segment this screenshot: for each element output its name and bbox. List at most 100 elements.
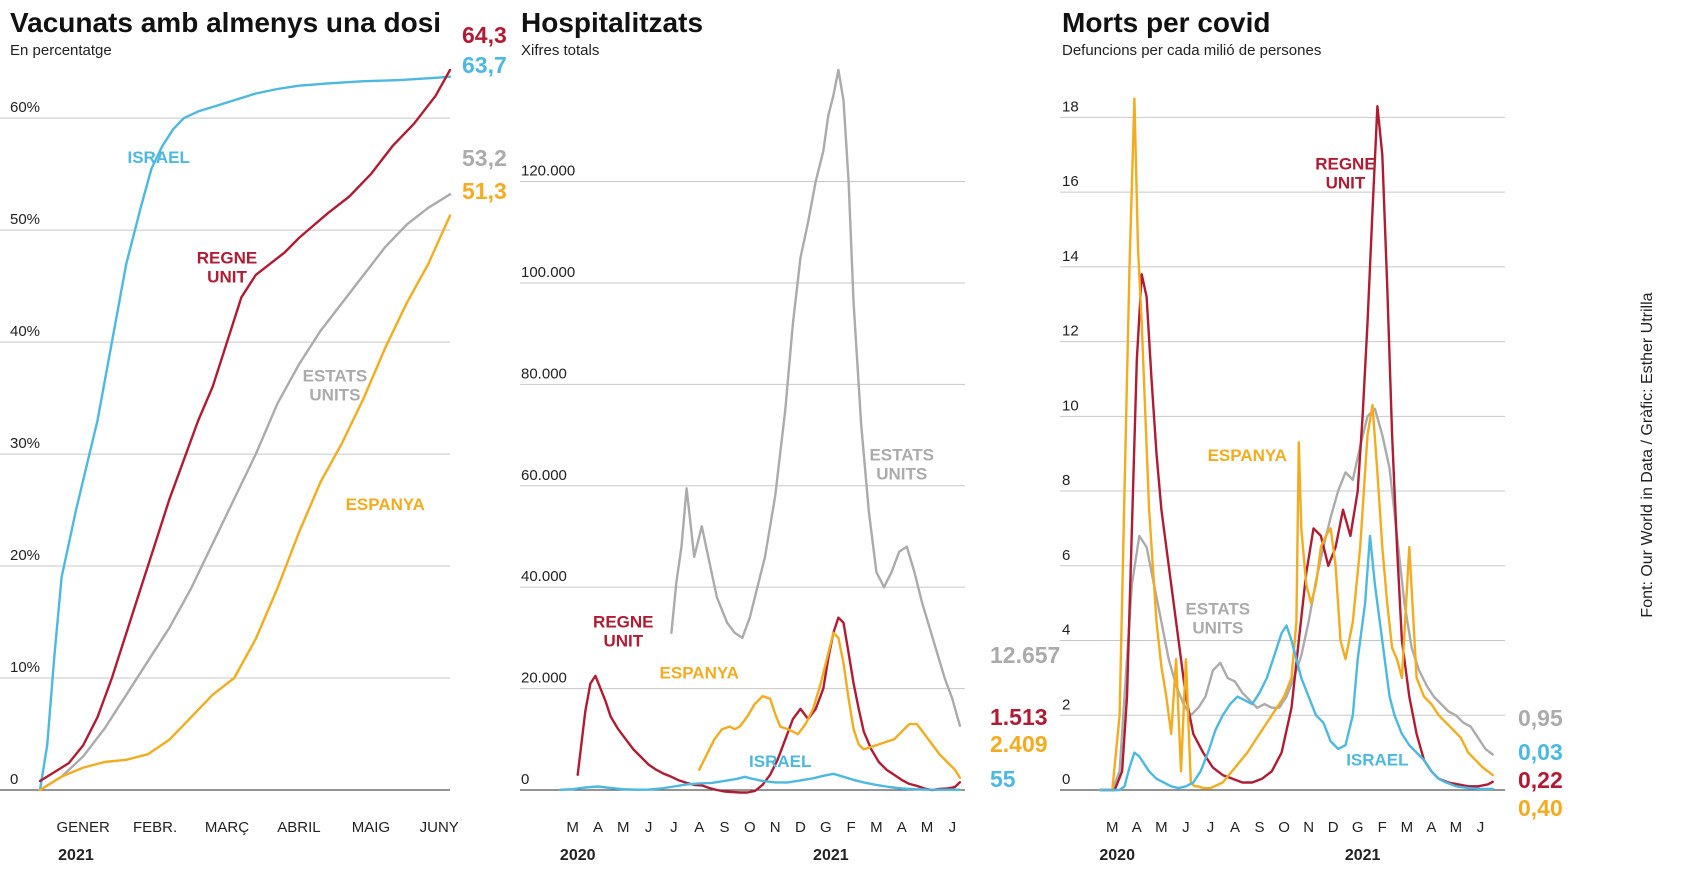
y-tick-label-0-3: 30% — [10, 435, 40, 452]
end-label-espanya-0: 51,3 — [462, 178, 507, 204]
y-tick-label-2-6: 12 — [1062, 323, 1079, 340]
credit-text: Font: Our World in Data / Gràfic: Esther… — [1639, 292, 1656, 618]
x-tick-label-0-2: MARÇ — [205, 819, 249, 836]
x-tick-label-2-12: M — [1401, 819, 1414, 836]
series-line-regne_unit-2 — [1098, 104, 1494, 792]
y-tick-label-0-6: 60% — [10, 99, 40, 116]
series-label-espanya-1: ESPANYA — [660, 663, 739, 682]
end-label-israel-1: 55 — [990, 766, 1016, 792]
x-tick-label-1-14: M — [921, 819, 934, 836]
y-tick-label-1-2: 40.000 — [521, 568, 567, 585]
series-line-espanya-0 — [38, 214, 452, 792]
x-tick-label-2-11: F — [1378, 819, 1387, 836]
y-tick-label-1-1: 20.000 — [521, 670, 567, 687]
x-tick-label-1-0: M — [566, 819, 579, 836]
end-label-espanya-1: 2.409 — [990, 731, 1048, 757]
series-label-estats_units-0-1: UNITS — [309, 385, 360, 404]
y-tick-label-1-4: 80.000 — [521, 365, 567, 382]
y-tick-label-0-4: 40% — [10, 323, 40, 340]
series-label-regne_unit-1-1: UNIT — [603, 632, 643, 651]
y-tick-label-1-0: 0 — [521, 771, 529, 788]
series-label-espanya-2: ESPANYA — [1208, 446, 1287, 465]
y-tick-label-0-0: 0 — [10, 771, 18, 788]
y-tick-label-1-3: 60.000 — [521, 467, 567, 484]
end-label-regne_unit-0: 64,3 — [462, 22, 507, 48]
x-tick-label-0-3: ABRIL — [277, 819, 320, 836]
end-label-regne_unit-1: 1.513 — [990, 704, 1048, 730]
series-line-estats_units-0 — [38, 193, 452, 792]
series-label-estats_units-1-1: UNITS — [876, 464, 927, 483]
year-label-1-0: 2020 — [560, 847, 596, 864]
series-line-israel-2 — [1098, 534, 1494, 792]
x-tick-label-1-8: N — [770, 819, 781, 836]
series-line-israel-1 — [558, 772, 962, 791]
y-tick-label-2-1: 2 — [1062, 696, 1070, 713]
series-label-regne_unit-0-0: REGNE — [197, 249, 257, 268]
chart-title-1: Hospitalitzats — [521, 7, 703, 38]
x-tick-label-2-10: G — [1352, 819, 1364, 836]
x-tick-label-2-13: A — [1426, 819, 1436, 836]
chart-title-0: Vacunats amb almenys una dosi — [10, 7, 441, 38]
x-tick-label-2-4: J — [1207, 819, 1215, 836]
end-label-estats_units-2: 0,95 — [1518, 705, 1563, 731]
series-line-israel-0 — [38, 75, 452, 792]
x-tick-label-1-7: O — [744, 819, 756, 836]
x-tick-label-1-13: A — [897, 819, 907, 836]
x-tick-label-1-12: M — [870, 819, 883, 836]
x-tick-label-2-6: S — [1255, 819, 1265, 836]
year-label-1-1: 2021 — [813, 847, 849, 864]
chart-title-2: Morts per covid — [1062, 7, 1270, 38]
x-tick-label-1-1: A — [593, 819, 603, 836]
x-tick-label-2-7: O — [1278, 819, 1290, 836]
y-tick-label-2-8: 16 — [1062, 173, 1079, 190]
x-tick-label-0-4: MAIG — [352, 819, 390, 836]
y-tick-label-2-4: 8 — [1062, 472, 1070, 489]
series-label-regne_unit-2-1: UNIT — [1326, 174, 1366, 193]
chart-subtitle-0: En percentatge — [10, 42, 112, 59]
y-tick-label-0-1: 10% — [10, 659, 40, 676]
x-tick-label-2-0: M — [1106, 819, 1119, 836]
end-label-estats_units-0: 53,2 — [462, 145, 507, 171]
end-label-estats_units-1: 12.657 — [990, 642, 1060, 668]
x-tick-label-2-14: M — [1450, 819, 1463, 836]
y-tick-label-2-9: 18 — [1062, 98, 1079, 115]
series-label-regne_unit-0-1: UNIT — [207, 268, 247, 287]
x-tick-label-2-5: A — [1230, 819, 1240, 836]
x-tick-label-1-9: D — [795, 819, 806, 836]
x-tick-label-0-5: JUNY — [420, 819, 459, 836]
x-tick-label-1-6: S — [720, 819, 730, 836]
x-tick-label-2-8: N — [1303, 819, 1314, 836]
year-label-2-0: 2020 — [1099, 847, 1135, 864]
series-label-israel-1: ISRAEL — [749, 752, 811, 771]
y-tick-label-2-3: 6 — [1062, 547, 1070, 564]
end-label-regne_unit-2: 0,22 — [1518, 767, 1563, 793]
series-label-regne_unit-1-0: REGNE — [593, 613, 653, 632]
x-tick-label-2-2: M — [1155, 819, 1168, 836]
series-line-estats_units-1 — [670, 68, 962, 727]
x-tick-label-2-3: J — [1182, 819, 1190, 836]
end-label-israel-2: 0,03 — [1518, 739, 1563, 765]
x-tick-label-2-9: D — [1328, 819, 1339, 836]
series-line-regne_unit-0 — [38, 68, 452, 783]
year-label-0-0: 2021 — [58, 847, 94, 864]
end-label-israel-0: 63,7 — [462, 52, 507, 78]
x-tick-label-0-0: GENER — [56, 819, 110, 836]
series-label-estats_units-0-0: ESTATS — [303, 366, 368, 385]
series-label-estats_units-2-1: UNITS — [1192, 618, 1243, 637]
x-tick-label-1-2: M — [617, 819, 630, 836]
series-label-estats_units-1-0: ESTATS — [869, 445, 934, 464]
series-label-regne_unit-2-0: REGNE — [1315, 155, 1375, 174]
series-label-israel-2: ISRAEL — [1346, 751, 1408, 770]
y-tick-label-2-0: 0 — [1062, 771, 1070, 788]
y-tick-label-1-6: 120.000 — [521, 163, 575, 180]
y-tick-label-2-5: 10 — [1062, 397, 1079, 414]
year-label-2-1: 2021 — [1345, 847, 1381, 864]
series-line-espanya-2 — [1098, 97, 1494, 792]
x-tick-label-1-4: J — [670, 819, 678, 836]
series-line-regne_unit-1 — [576, 616, 962, 794]
y-tick-label-2-2: 4 — [1062, 622, 1070, 639]
x-tick-label-1-15: J — [949, 819, 957, 836]
end-label-espanya-2: 0,40 — [1518, 795, 1563, 821]
x-tick-label-2-1: A — [1132, 819, 1142, 836]
